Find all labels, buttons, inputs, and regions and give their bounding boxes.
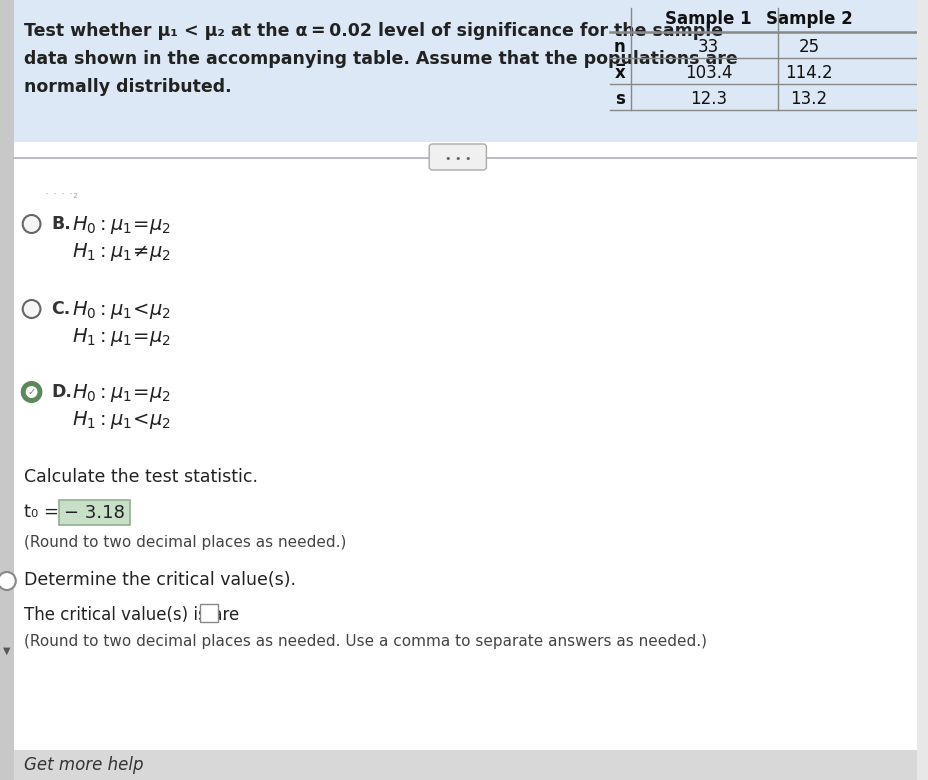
Text: (Round to two decimal places as needed.): (Round to two decimal places as needed.) bbox=[23, 535, 346, 550]
Text: Sample 2: Sample 2 bbox=[765, 10, 852, 28]
Text: Sample 1: Sample 1 bbox=[664, 10, 751, 28]
Text: − 3.18: − 3.18 bbox=[64, 504, 125, 522]
Circle shape bbox=[20, 381, 43, 403]
Text: normally distributed.: normally distributed. bbox=[23, 78, 231, 96]
Bar bbox=[0, 0, 14, 780]
Text: The critical value(s) is/are: The critical value(s) is/are bbox=[23, 606, 244, 624]
Text: $H_1{:}\mu_1\!=\!\mu_2$: $H_1{:}\mu_1\!=\!\mu_2$ bbox=[72, 326, 171, 348]
Circle shape bbox=[26, 386, 37, 398]
Circle shape bbox=[22, 300, 41, 318]
Text: Test whether μ₁ < μ₂ at the α = 0.02 level of significance for the sample: Test whether μ₁ < μ₂ at the α = 0.02 lev… bbox=[23, 22, 722, 40]
Text: C.: C. bbox=[51, 300, 71, 318]
Text: n: n bbox=[613, 38, 625, 56]
Bar bbox=[200, 604, 218, 622]
Text: 12.3: 12.3 bbox=[690, 90, 727, 108]
Text: .: . bbox=[221, 606, 226, 624]
Bar bbox=[14, 750, 916, 780]
Circle shape bbox=[22, 215, 41, 233]
FancyBboxPatch shape bbox=[59, 500, 130, 525]
Text: Determine the critical value(s).: Determine the critical value(s). bbox=[23, 571, 295, 589]
Text: 33: 33 bbox=[697, 38, 718, 56]
Text: data shown in the accompanying table. Assume that the populations are: data shown in the accompanying table. As… bbox=[23, 50, 737, 68]
Text: (Round to two decimal places as needed. Use a comma to separate answers as neede: (Round to two decimal places as needed. … bbox=[23, 634, 706, 649]
Text: $H_1{:}\mu_1\!\neq\!\mu_2$: $H_1{:}\mu_1\!\neq\!\mu_2$ bbox=[72, 241, 171, 263]
Text: x̅: x̅ bbox=[613, 64, 625, 82]
Text: 103.4: 103.4 bbox=[684, 64, 731, 82]
Text: $H_0{:}\mu_1\!<\!\mu_2$: $H_0{:}\mu_1\!<\!\mu_2$ bbox=[72, 299, 171, 321]
Circle shape bbox=[0, 572, 16, 590]
Text: • • •: • • • bbox=[445, 154, 470, 164]
Text: $H_0{:}\mu_1\!=\!\mu_2$: $H_0{:}\mu_1\!=\!\mu_2$ bbox=[72, 214, 171, 236]
Text: 114.2: 114.2 bbox=[784, 64, 832, 82]
Text: B.: B. bbox=[51, 215, 71, 233]
Text: 25: 25 bbox=[798, 38, 818, 56]
Text: t₀ =: t₀ = bbox=[23, 503, 64, 521]
Text: $H_1{:}\mu_1\!<\!\mu_2$: $H_1{:}\mu_1\!<\!\mu_2$ bbox=[72, 409, 171, 431]
Text: Calculate the test statistic.: Calculate the test statistic. bbox=[23, 468, 257, 486]
Text: · · · ·₂: · · · ·₂ bbox=[45, 188, 78, 201]
Text: ▼: ▼ bbox=[3, 646, 10, 656]
Bar bbox=[14, 0, 916, 142]
Text: 13.2: 13.2 bbox=[790, 90, 827, 108]
Text: $H_0{:}\mu_1\!=\!\mu_2$: $H_0{:}\mu_1\!=\!\mu_2$ bbox=[72, 382, 171, 404]
FancyBboxPatch shape bbox=[429, 144, 486, 170]
Text: Get more help: Get more help bbox=[23, 756, 143, 774]
Text: s: s bbox=[614, 90, 624, 108]
Text: D.: D. bbox=[51, 383, 72, 401]
Text: ✓: ✓ bbox=[28, 387, 35, 397]
